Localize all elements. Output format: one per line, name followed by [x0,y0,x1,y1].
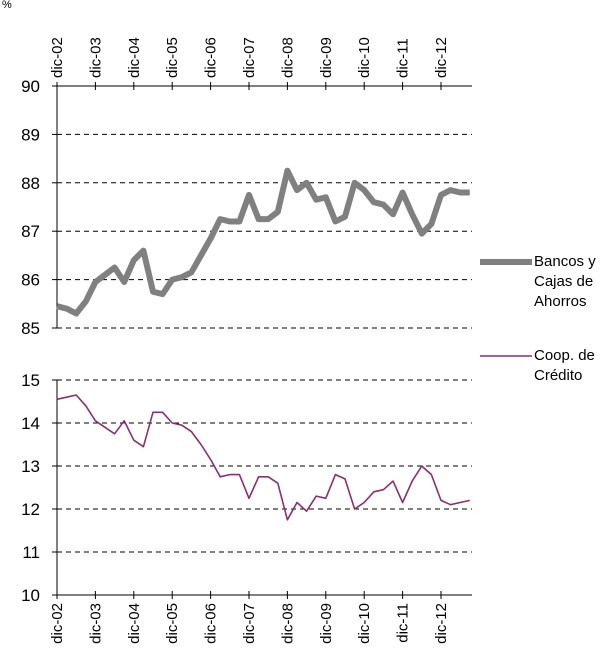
y-tick-label: 88 [21,174,40,193]
x-tick-label: dic-08 [279,37,296,78]
x-tick-label: dic-04 [126,37,143,78]
y-tick-label: 12 [21,500,40,519]
y-tick-label: 13 [21,457,40,476]
x-tick-label: dic-03 [87,603,104,644]
x-tick-label: dic-03 [87,37,104,78]
x-tick-label: dic-11 [395,38,412,78]
y-tick-label: 89 [21,125,40,144]
x-tick-label: dic-12 [433,603,450,644]
series-line [56,394,470,521]
x-tick-label: dic-05 [164,603,181,644]
y-tick-label: 11 [22,543,40,562]
x-tick-label: dic-06 [203,603,220,644]
x-tick-label: dic-07 [241,603,258,644]
y-tick-label: 85 [21,319,40,338]
y-tick-label: 90 [21,77,40,96]
x-tick-label: dic-04 [126,603,143,644]
x-tick-label: dic-10 [356,37,373,78]
legend-label: Bancos y Cajas de Ahorros [534,253,596,310]
x-tick-label: dic-11 [395,603,412,643]
legend-label: Coop. de Crédito [534,347,595,384]
y-unit-label: % [2,0,12,11]
x-tick-label: dic-05 [164,37,181,78]
x-tick-label: dic-09 [318,603,335,644]
y-tick-label: 86 [21,271,40,290]
x-tick-label: dic-12 [433,37,450,78]
x-tick-label: dic-08 [279,603,296,644]
x-tick-label: dic-02 [49,37,66,78]
x-tick-label: dic-06 [203,37,220,78]
x-tick-label: dic-09 [318,37,335,78]
x-tick-label: dic-07 [241,37,258,78]
y-tick-label: 10 [21,586,40,605]
y-tick-label: 87 [21,222,40,241]
x-tick-label: dic-10 [356,603,373,644]
y-tick-label: 14 [21,414,40,433]
series-line [56,167,470,317]
y-tick-label: 15 [21,371,40,390]
x-tick-label: dic-02 [49,603,66,644]
